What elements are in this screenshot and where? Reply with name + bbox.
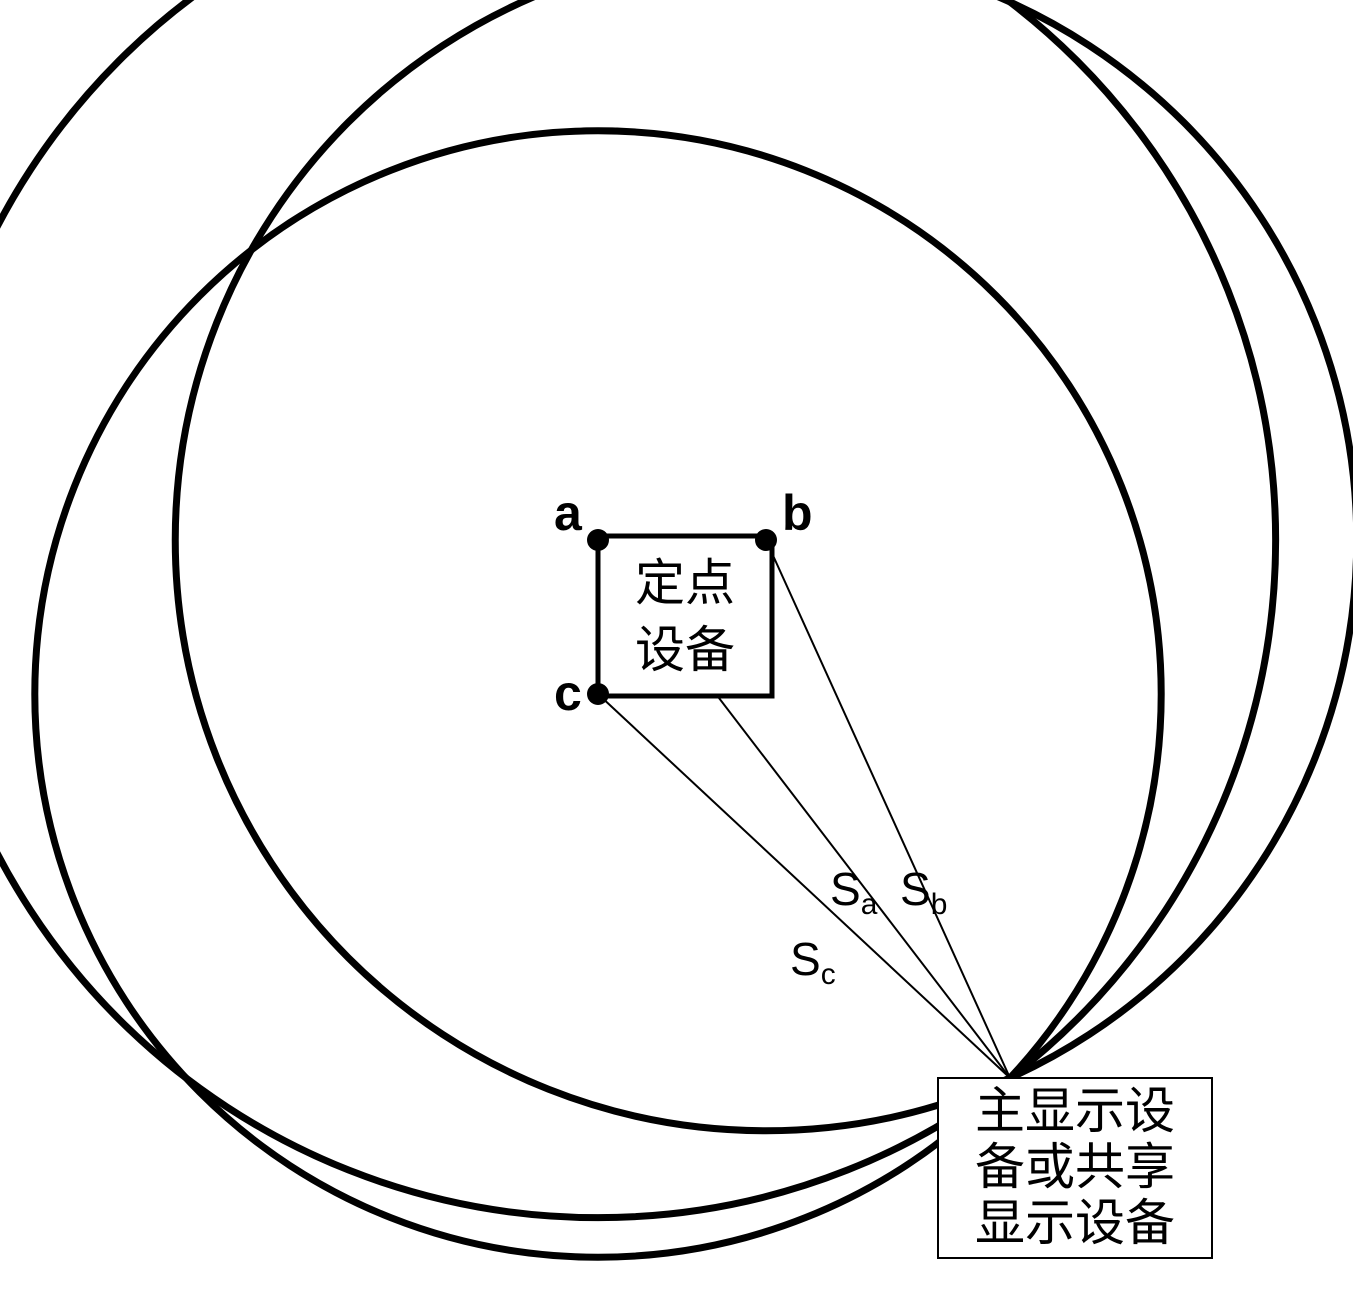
point-b (755, 529, 777, 551)
trilateration-diagram: 定点设备abcSaSbSc主显示设备或共享显示设备 (0, 0, 1353, 1304)
point-a (587, 529, 609, 551)
center-box-label-2: 设备 (635, 622, 735, 678)
point-label-b: b (782, 485, 813, 541)
bottom-box-line-1: 主显示设 (975, 1083, 1175, 1139)
point-label-c: c (554, 665, 582, 721)
bottom-box-line-2: 备或共享 (975, 1139, 1175, 1195)
bottom-box-line-3: 显示设备 (975, 1195, 1175, 1251)
center-box-label-1: 定点 (635, 555, 735, 611)
point-c (587, 683, 609, 705)
point-label-a: a (554, 485, 583, 541)
